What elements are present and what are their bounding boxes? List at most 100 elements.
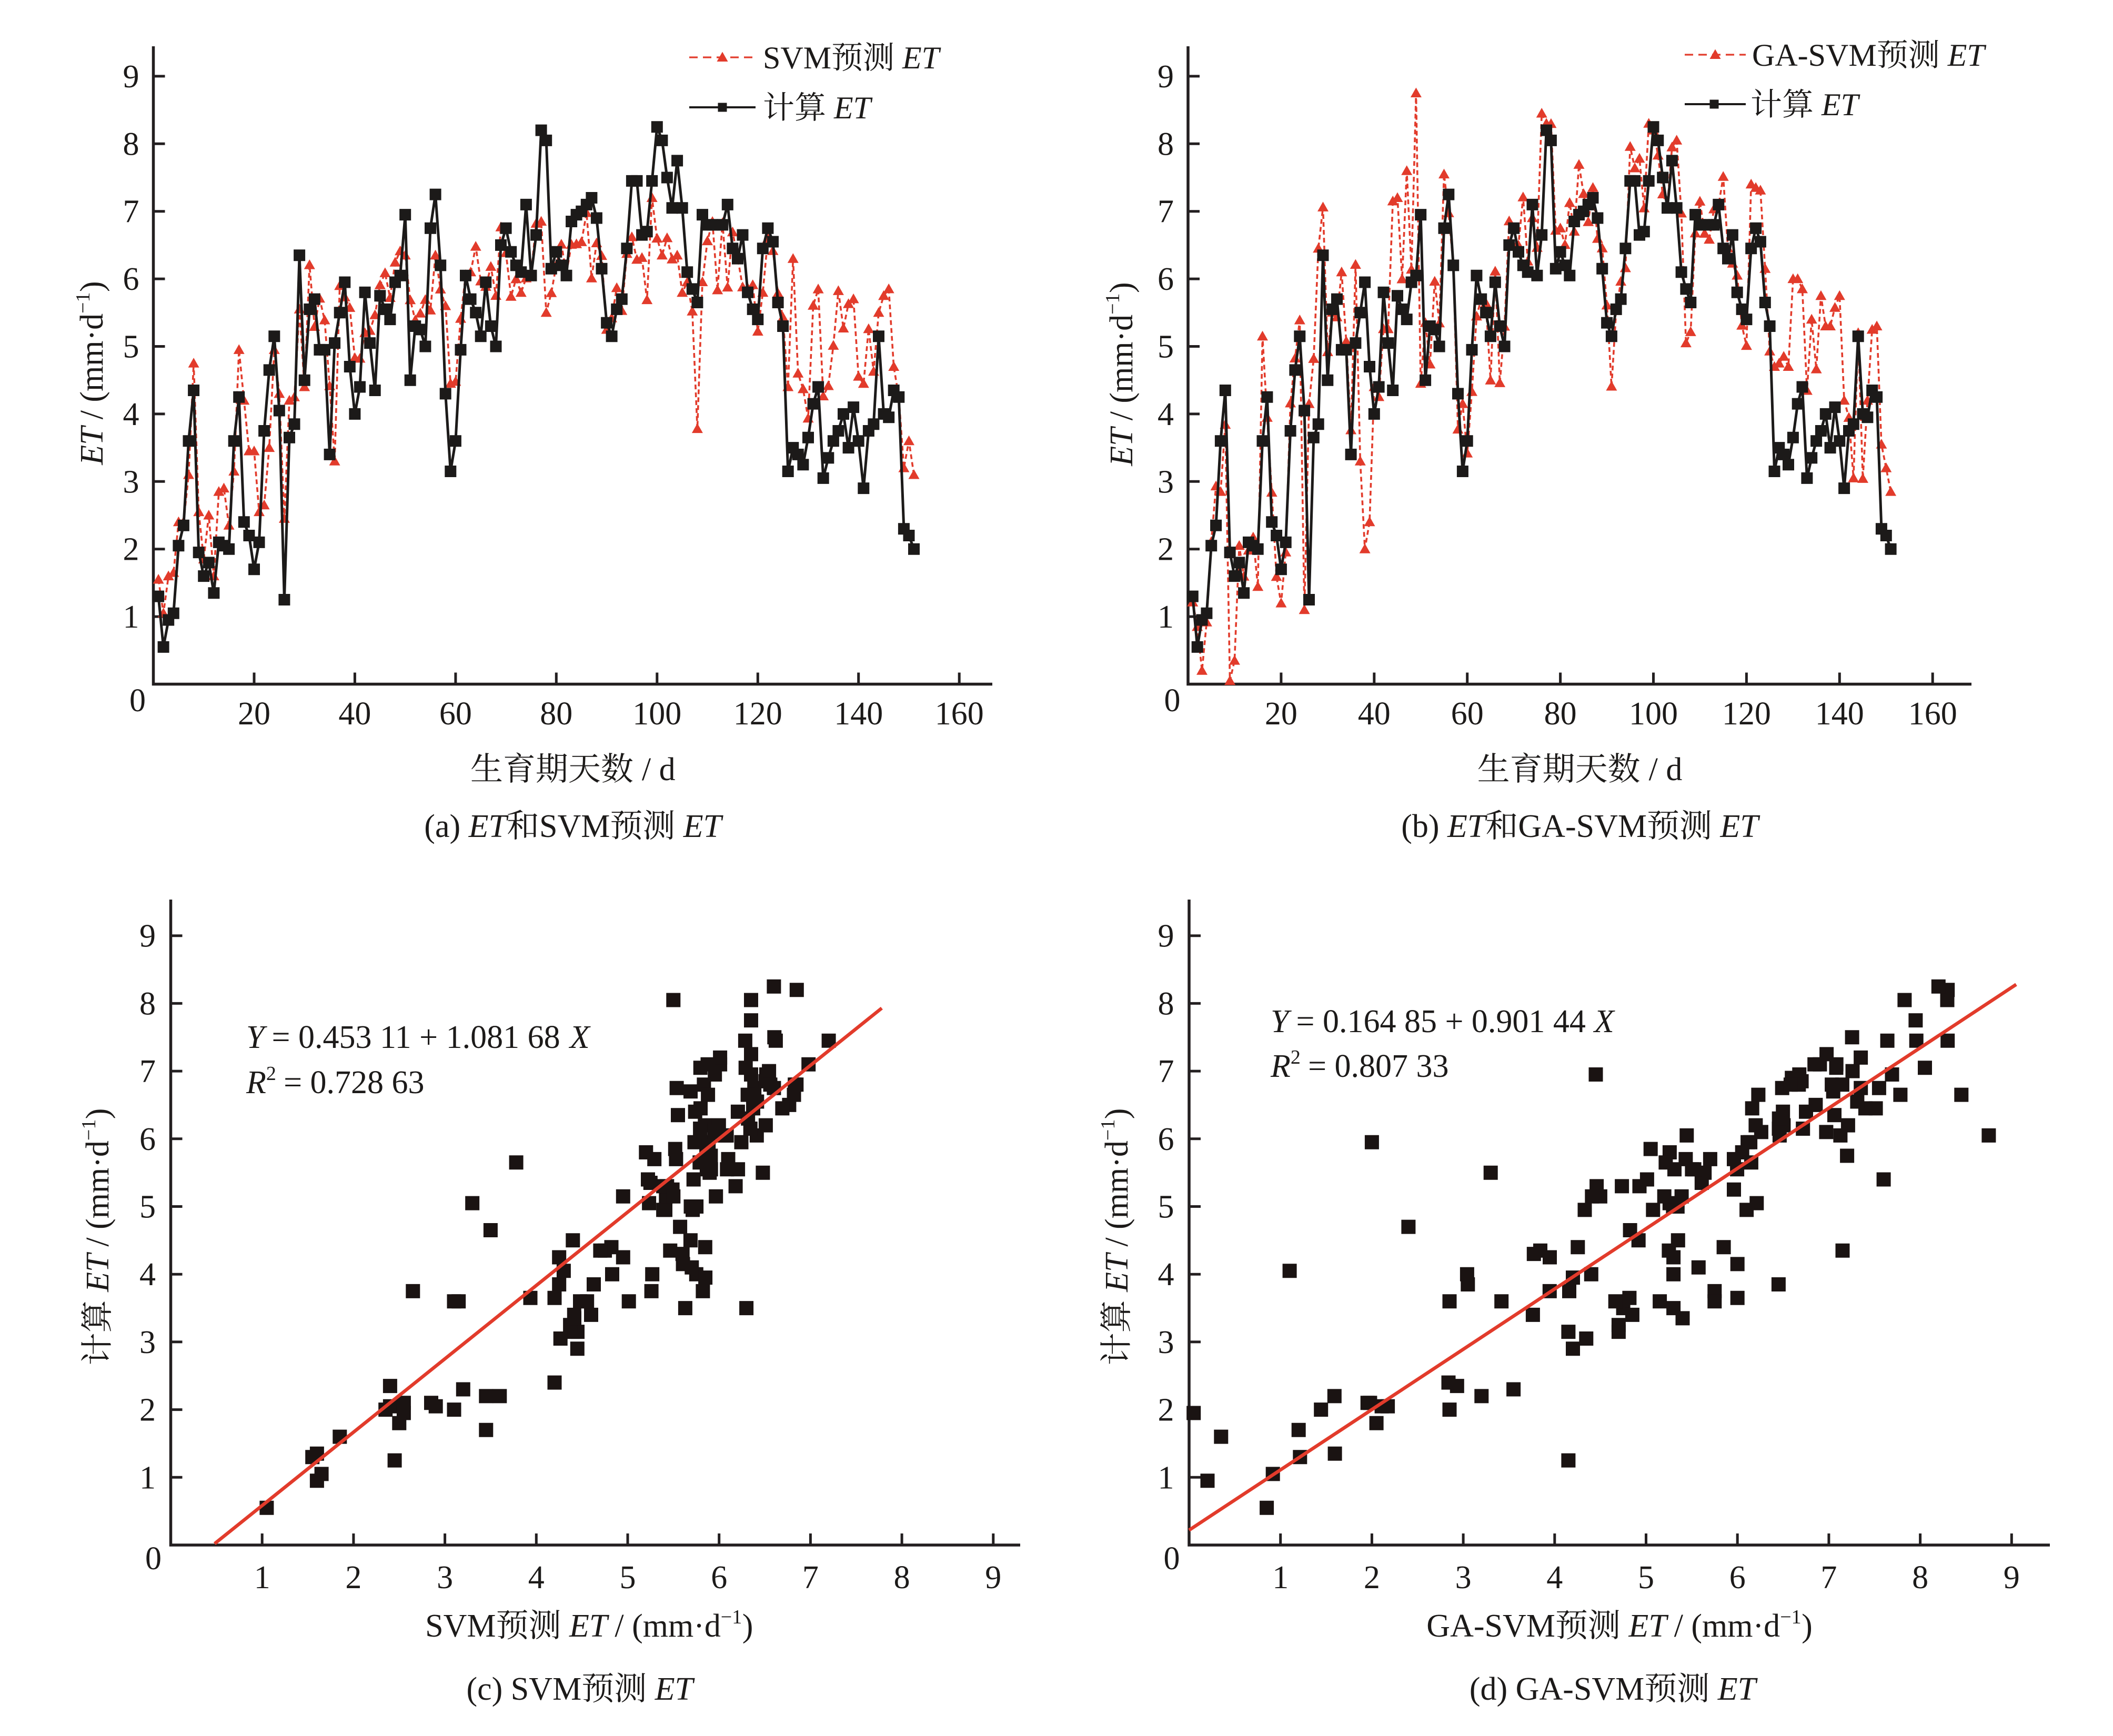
svg-text:(c) SVM: (c) SVM [467, 1671, 582, 1707]
svg-text:/ (mm·d: / (mm·d [1099, 1140, 1135, 1246]
svg-text:/ (mm·d: / (mm·d [80, 1140, 116, 1246]
svg-text:/ d: / d [642, 752, 676, 788]
svg-text:ET: ET [1104, 426, 1140, 467]
svg-text:SVM: SVM [539, 809, 610, 844]
svg-text:8: 8 [1158, 986, 1174, 1022]
svg-text:ET: ET [1821, 87, 1860, 122]
svg-text:9: 9 [123, 59, 139, 95]
svg-text:8: 8 [1158, 126, 1174, 162]
svg-text:ET: ET [1719, 809, 1760, 844]
svg-text:(b): (b) [1401, 809, 1439, 844]
svg-text:−1: −1 [72, 292, 94, 313]
svg-text:5: 5 [1158, 329, 1174, 365]
svg-text:/ (mm·d: / (mm·d [1674, 1608, 1780, 1644]
svg-text:ET: ET [468, 809, 509, 844]
svg-text:120: 120 [733, 696, 782, 732]
svg-text:7: 7 [1158, 1054, 1174, 1089]
svg-text:2: 2 [1158, 1392, 1174, 1428]
svg-text:3: 3 [1158, 1325, 1174, 1360]
svg-text:GA-SVM: GA-SVM [1518, 809, 1647, 844]
svg-text:60: 60 [1451, 696, 1484, 732]
svg-text:): ) [1104, 282, 1140, 293]
svg-text:160: 160 [1908, 696, 1957, 732]
svg-text:4: 4 [123, 397, 139, 432]
svg-text:1: 1 [1158, 1460, 1174, 1496]
svg-text:5: 5 [1638, 1560, 1654, 1596]
svg-text:ET: ET [902, 41, 941, 75]
svg-text:/ (mm·d: / (mm·d [74, 314, 110, 419]
svg-text:3: 3 [123, 464, 139, 500]
svg-text:6: 6 [1729, 1560, 1746, 1596]
svg-text:80: 80 [540, 696, 572, 732]
svg-text:2: 2 [139, 1392, 156, 1428]
svg-text:8: 8 [1912, 1560, 1928, 1596]
svg-text:8: 8 [139, 986, 156, 1022]
svg-text:9: 9 [985, 1560, 1001, 1596]
svg-text:100: 100 [632, 696, 681, 732]
svg-text:4: 4 [1546, 1560, 1563, 1596]
svg-text:140: 140 [1815, 696, 1864, 732]
svg-text:/ (mm·d: / (mm·d [615, 1608, 720, 1644]
svg-text:2: 2 [1364, 1560, 1380, 1596]
svg-text:ET: ET [1717, 1671, 1758, 1707]
svg-text:5: 5 [620, 1560, 636, 1596]
svg-text:ET: ET [1628, 1608, 1669, 1644]
svg-text:X: X [1593, 1004, 1615, 1039]
svg-text:2: 2 [345, 1560, 361, 1596]
svg-text:ET: ET [683, 809, 724, 844]
svg-text:0: 0 [145, 1541, 162, 1577]
svg-text:R: R [1270, 1048, 1291, 1084]
svg-text:/ d: / d [1649, 752, 1683, 788]
svg-text:9: 9 [2004, 1560, 2020, 1596]
svg-text:−1: −1 [1097, 1119, 1119, 1140]
svg-text:7: 7 [1158, 194, 1174, 230]
svg-text:2: 2 [1158, 532, 1174, 568]
svg-text:9: 9 [139, 919, 156, 954]
svg-text:8: 8 [894, 1560, 910, 1596]
svg-text:(d) GA-SVM: (d) GA-SVM [1470, 1671, 1644, 1707]
svg-text:= 0.453 11 + 1.081 68: = 0.453 11 + 1.081 68 [272, 1020, 560, 1055]
svg-text:4: 4 [139, 1257, 156, 1293]
svg-text:Y: Y [246, 1020, 267, 1055]
svg-text:6: 6 [1158, 1122, 1174, 1157]
svg-text:GA-SVM: GA-SVM [1752, 38, 1877, 73]
svg-text:−1: −1 [1780, 1606, 1801, 1628]
svg-text:5: 5 [139, 1189, 156, 1225]
svg-text:−1: −1 [1102, 293, 1124, 314]
svg-text:ET: ET [569, 1608, 610, 1644]
svg-text:6: 6 [139, 1122, 156, 1157]
svg-text:1: 1 [1158, 599, 1174, 635]
svg-text:X: X [568, 1020, 591, 1055]
svg-text:): ) [1802, 1608, 1813, 1644]
svg-text:8: 8 [123, 126, 139, 162]
svg-text:R: R [246, 1065, 266, 1101]
svg-text:7: 7 [123, 194, 139, 230]
svg-text:= 0.728 63: = 0.728 63 [284, 1065, 424, 1101]
svg-text:= 0.164 85 + 0.901 44: = 0.164 85 + 0.901 44 [1296, 1004, 1586, 1039]
svg-text:ET: ET [1447, 809, 1488, 844]
svg-text:1: 1 [123, 599, 139, 635]
svg-text:−1: −1 [721, 1606, 742, 1628]
svg-text:3: 3 [1455, 1560, 1472, 1596]
svg-text:4: 4 [528, 1560, 545, 1596]
svg-text:2: 2 [123, 532, 139, 568]
svg-text:7: 7 [139, 1054, 156, 1089]
svg-text:1: 1 [1272, 1560, 1289, 1596]
svg-text:160: 160 [935, 696, 984, 732]
svg-text:GA-SVM: GA-SVM [1426, 1608, 1555, 1644]
svg-text:2: 2 [1291, 1046, 1301, 1068]
svg-text:120: 120 [1722, 696, 1771, 732]
svg-text:100: 100 [1629, 696, 1678, 732]
svg-text:60: 60 [439, 696, 472, 732]
svg-text:1: 1 [254, 1560, 270, 1596]
svg-text:40: 40 [338, 696, 371, 732]
svg-text:7: 7 [1820, 1560, 1837, 1596]
svg-text:(a): (a) [424, 809, 460, 844]
svg-text:0: 0 [129, 683, 146, 719]
svg-text:= 0.807 33: = 0.807 33 [1308, 1048, 1448, 1084]
svg-text:6: 6 [123, 261, 139, 297]
svg-text:6: 6 [711, 1560, 727, 1596]
svg-text:): ) [1099, 1108, 1135, 1119]
svg-text:SVM: SVM [763, 41, 831, 75]
svg-text:5: 5 [1158, 1189, 1174, 1225]
